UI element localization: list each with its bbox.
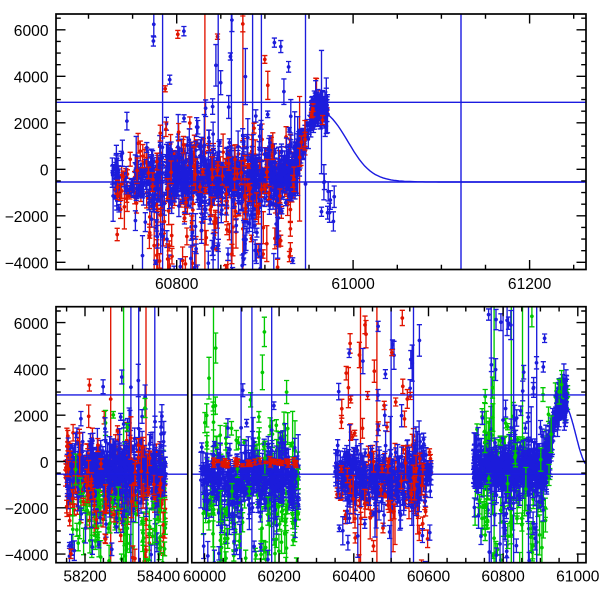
svg-text:0: 0 — [40, 163, 49, 180]
svg-text:60000: 60000 — [183, 569, 227, 586]
svg-text:4000: 4000 — [14, 70, 49, 87]
svg-text:−2000: −2000 — [5, 209, 49, 226]
svg-text:60400: 60400 — [332, 569, 376, 586]
svg-text:60600: 60600 — [407, 569, 451, 586]
svg-text:60200: 60200 — [257, 569, 301, 586]
svg-text:61000: 61000 — [331, 276, 375, 293]
svg-text:−2000: −2000 — [5, 501, 49, 518]
svg-text:60800: 60800 — [481, 569, 525, 586]
svg-text:6000: 6000 — [14, 23, 49, 40]
svg-text:2000: 2000 — [14, 409, 49, 426]
svg-text:−4000: −4000 — [5, 256, 49, 273]
svg-text:58200: 58200 — [63, 569, 107, 586]
svg-text:58400: 58400 — [137, 569, 181, 586]
svg-text:4000: 4000 — [14, 362, 49, 379]
svg-text:61000: 61000 — [556, 569, 600, 586]
svg-text:2000: 2000 — [14, 116, 49, 133]
svg-text:60800: 60800 — [155, 276, 199, 293]
svg-text:−4000: −4000 — [5, 548, 49, 565]
svg-text:61200: 61200 — [508, 276, 552, 293]
svg-text:0: 0 — [40, 455, 49, 472]
svg-text:6000: 6000 — [14, 316, 49, 333]
